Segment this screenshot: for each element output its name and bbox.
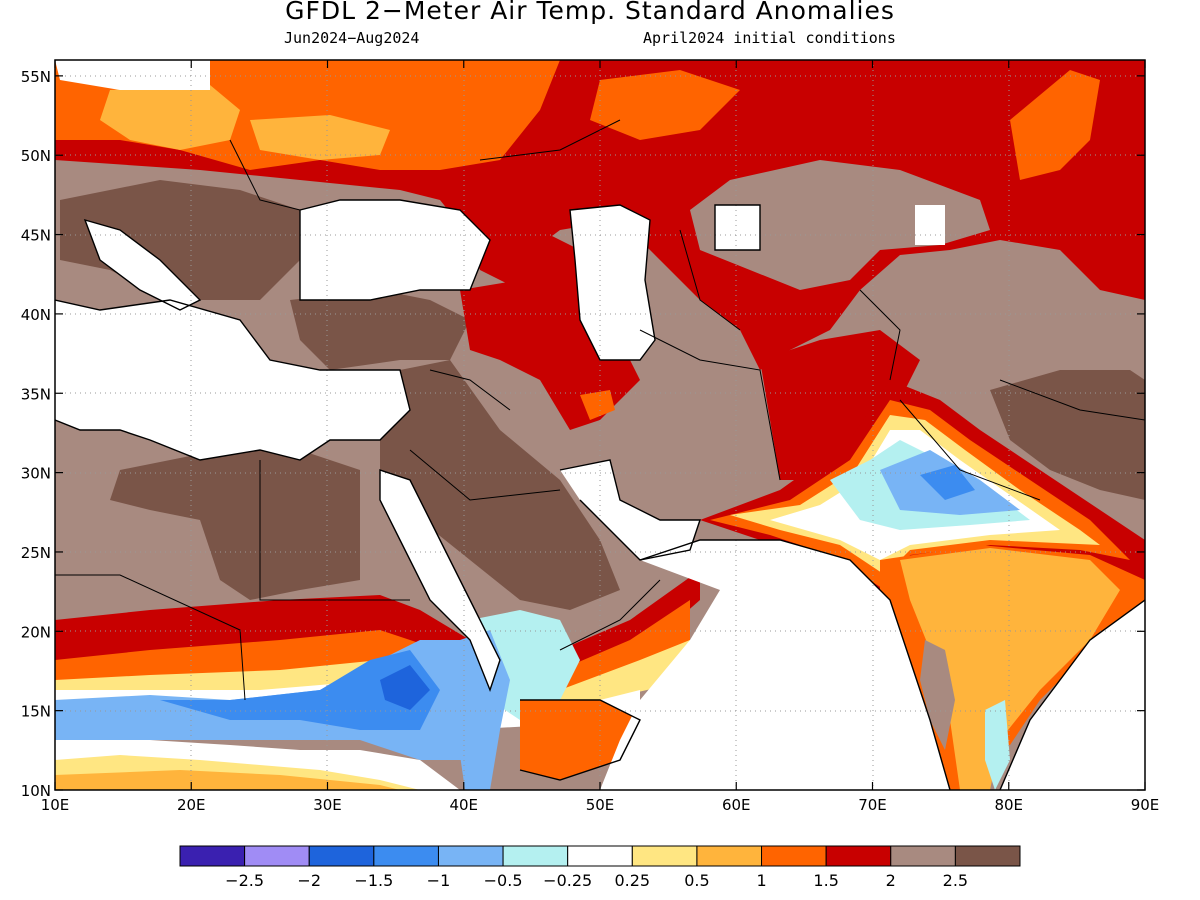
field-peninsula-cool xyxy=(985,700,1010,790)
mask-arabian-sea xyxy=(600,540,950,790)
borders xyxy=(55,119,1145,701)
field-arabia-dark xyxy=(380,360,620,610)
field-europe-orange-2 xyxy=(590,70,740,140)
mask-red-sea xyxy=(380,470,500,690)
colorbar: −2.5 −2 −1.5 −1 −0.5 −0.25 0.25 0.5 1 1.5 2 2.5 xyxy=(179,845,1021,890)
colorbar-swatch xyxy=(567,845,633,867)
colorbar-swatch xyxy=(244,845,310,867)
field-europe-light-2 xyxy=(250,115,390,160)
field-peninsula-brown xyxy=(920,640,955,750)
lat-tick-label: 40N xyxy=(21,306,51,324)
colorbar-swatch xyxy=(761,845,827,867)
lon-tick-label: 40E xyxy=(449,796,478,814)
colorbar-swatch xyxy=(502,845,569,867)
field-yemen-orange xyxy=(520,700,640,780)
mask-italy xyxy=(85,220,200,310)
field-kazakh-brown xyxy=(690,160,990,290)
mask-balkhash xyxy=(915,205,945,245)
field-pak-red xyxy=(760,330,920,480)
field-iran-orange xyxy=(580,390,615,420)
mask-aral-sea xyxy=(715,205,760,250)
mask-black-sea xyxy=(300,200,490,300)
lon-tick-label: 10E xyxy=(41,796,70,814)
mask-persian-gulf xyxy=(560,460,700,560)
colorbar-label: −0.25 xyxy=(543,871,592,890)
lat-tick-label: 45N xyxy=(21,227,51,245)
colorbar-label: −2 xyxy=(297,871,321,890)
lat-tick-label: 55N xyxy=(21,68,51,86)
gridlines xyxy=(55,60,1145,790)
lat-tick-label: 15N xyxy=(21,703,51,721)
lon-tick-label: 70E xyxy=(858,796,887,814)
field-peninsula-lightorange xyxy=(900,548,1120,790)
axis-ticks: 10E 20E 30E 40E 50E 60E 70E 80E 90E 10N 15N 20N 25N 3… xyxy=(21,60,1160,814)
coastlines xyxy=(55,199,1145,790)
colorbar-swatch xyxy=(954,845,1021,867)
colorbar-swatch xyxy=(890,845,956,867)
field-india-blue xyxy=(920,465,975,500)
lat-tick-label: 30N xyxy=(21,465,51,483)
field-ne-orange xyxy=(1010,70,1100,180)
colorbar-swatch xyxy=(179,845,246,867)
mask-caspian xyxy=(570,205,655,360)
lon-tick-label: 20E xyxy=(177,796,206,814)
field-south-orange xyxy=(55,770,400,790)
colorbar-label: 2 xyxy=(886,871,896,890)
mask-mediterranean xyxy=(55,300,410,460)
lon-tick-label: 50E xyxy=(586,796,615,814)
mask-bay-bengal xyxy=(1000,600,1145,790)
lat-tick-label: 20N xyxy=(21,623,51,641)
colorbar-label: 1.5 xyxy=(813,871,838,890)
lon-tick-label: 30E xyxy=(313,796,342,814)
field-turkey-dark xyxy=(290,290,470,370)
field-europe-light xyxy=(100,85,240,150)
mask-europe-top xyxy=(55,60,210,90)
lon-tick-label: 90E xyxy=(1131,796,1160,814)
colorbar-label: 2.5 xyxy=(943,871,968,890)
colorbar-label: −2.5 xyxy=(225,871,264,890)
field-sahara-dark xyxy=(110,450,360,600)
map-title: GFDL 2−Meter Air Temp. Standard Anomalie… xyxy=(285,0,895,25)
forecast-period: Jun2024−Aug2024 xyxy=(284,29,420,47)
colorbar-swatch xyxy=(308,845,375,867)
field-sahel-darkblue xyxy=(380,665,430,710)
colorbar-label: 0.5 xyxy=(684,871,709,890)
field-tibet-dark xyxy=(990,370,1145,500)
colorbar-label: −1 xyxy=(427,871,451,890)
lat-tick-label: 10N xyxy=(21,782,51,800)
field-sahel-blue xyxy=(160,650,440,730)
lat-tick-label: 35N xyxy=(21,385,51,403)
lon-tick-label: 80E xyxy=(994,796,1023,814)
colorbar-label: −0.5 xyxy=(484,871,523,890)
lon-tick-label: 60E xyxy=(722,796,751,814)
colorbar-label: −1.5 xyxy=(354,871,393,890)
initial-conditions: April2024 initial conditions xyxy=(643,29,896,47)
lat-tick-label: 25N xyxy=(21,544,51,562)
lat-tick-label: 50N xyxy=(21,147,51,165)
colorbar-swatch xyxy=(696,845,763,867)
colorbar-swatch xyxy=(631,845,698,867)
colorbar-swatch xyxy=(373,845,439,867)
colorbar-swatch xyxy=(825,845,892,867)
colorbar-swatch xyxy=(437,845,504,867)
colorbar-label: 1 xyxy=(756,871,766,890)
anomaly-field xyxy=(55,60,1145,790)
colorbar-label: 0.25 xyxy=(614,871,650,890)
